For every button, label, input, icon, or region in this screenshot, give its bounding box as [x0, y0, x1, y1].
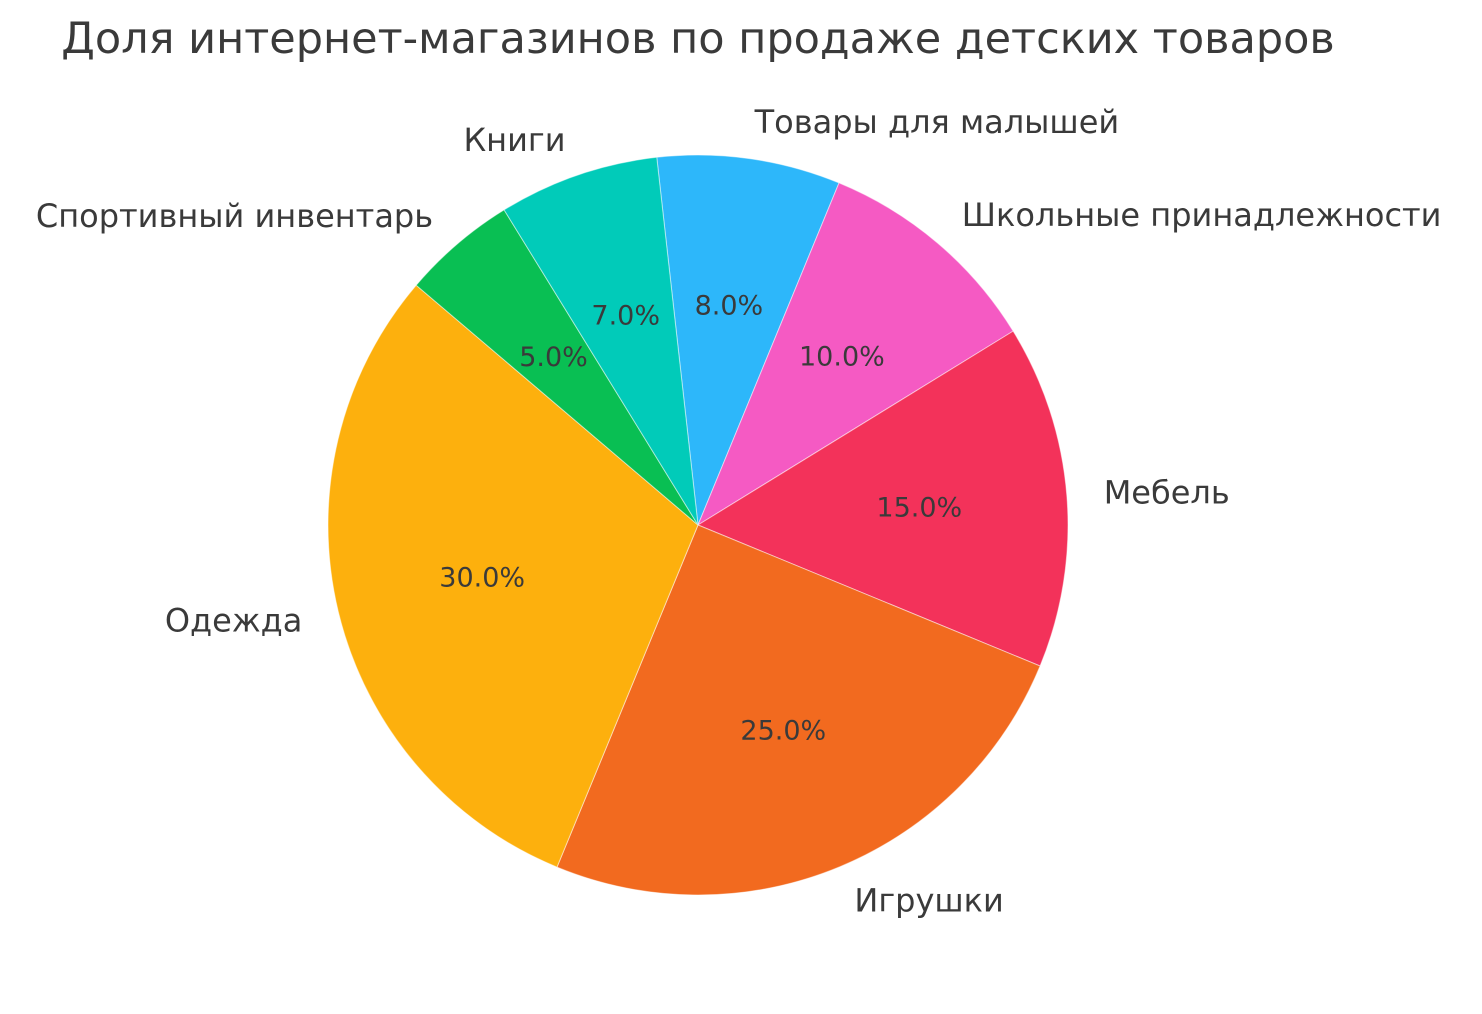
- chart-title: Доля интернет-магазинов по продаже детск…: [61, 14, 1335, 64]
- percent-label-6: 7.0%: [591, 301, 660, 332]
- slice-label-4: Одежда: [165, 602, 303, 640]
- slice-label-3: Игрушки: [854, 882, 1003, 920]
- slice-label-0: Товары для малышей: [754, 103, 1120, 141]
- percent-label-1: 10.0%: [799, 341, 885, 372]
- pie-slice-6: [503, 156, 699, 526]
- pie-slice-1: [696, 182, 1014, 527]
- slice-label-6: Книги: [463, 121, 565, 159]
- pie-slice-0: [656, 154, 840, 526]
- pie-slice-4: [327, 284, 699, 868]
- percent-label-2: 15.0%: [876, 493, 962, 524]
- slice-label-1: Школьные принадлежности: [962, 196, 1442, 234]
- percent-label-3: 25.0%: [740, 716, 826, 747]
- pie-slice-3: [556, 524, 1041, 896]
- percent-label-0: 8.0%: [695, 291, 764, 322]
- slice-label-2: Мебель: [1104, 473, 1230, 511]
- percent-label-5: 5.0%: [519, 342, 588, 373]
- percent-label-4: 30.0%: [439, 563, 525, 594]
- pie-slice-2: [696, 330, 1069, 667]
- slice-label-5: Спортивный инвентарь: [36, 197, 433, 235]
